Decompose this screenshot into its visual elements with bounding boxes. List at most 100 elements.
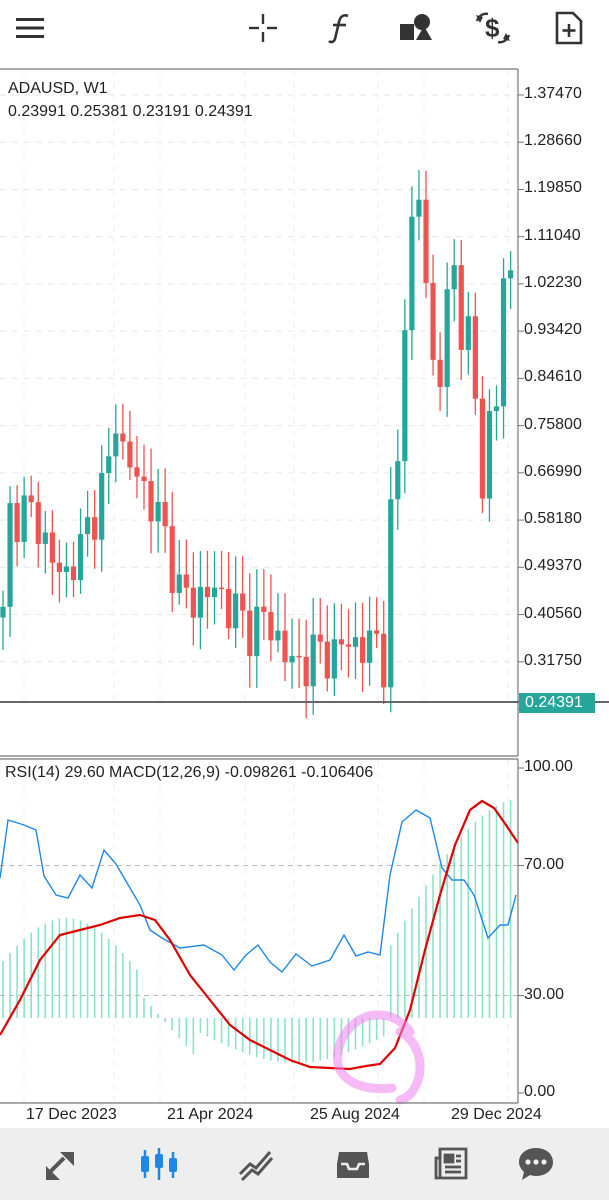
price-tick-label: 1.11040: [524, 226, 581, 244]
candle-body: [113, 433, 119, 457]
price-tick-label: 0.75800: [524, 415, 582, 433]
svg-text:$: $: [485, 13, 500, 43]
candle-body: [493, 406, 500, 412]
candle-body: [148, 481, 154, 522]
candle-body: [63, 566, 70, 572]
candle-body: [416, 199, 422, 217]
candle-body: [479, 398, 485, 499]
candle-body: [197, 586, 203, 618]
symbol-label: ADAUSD, W1: [8, 80, 108, 97]
candle-body: [352, 637, 359, 647]
candle-body: [120, 433, 126, 442]
trade-icon[interactable]: [230, 1138, 282, 1190]
candle-body: [458, 265, 464, 350]
candle-body: [444, 289, 450, 387]
candle-body: [331, 639, 337, 679]
candle-body: [317, 634, 323, 642]
candle-body: [500, 278, 507, 407]
candle-body: [388, 499, 394, 688]
macd-signal-line: [0, 799, 519, 1071]
candle-body: [0, 606, 6, 618]
ohlc-label: 0.23991 0.25381 0.23191 0.24391: [8, 103, 253, 120]
price-tick-label: 0.58180: [524, 510, 582, 528]
candle-body: [430, 282, 436, 360]
messages-icon[interactable]: [510, 1138, 562, 1190]
candle-body: [275, 630, 281, 641]
candle-body: [296, 655, 302, 658]
menu-icon[interactable]: [8, 6, 52, 50]
candle-body: [134, 467, 140, 477]
history-icon[interactable]: [327, 1138, 379, 1190]
candle-body: [77, 534, 84, 581]
candle-body: [289, 655, 295, 663]
indicator-chart[interactable]: [0, 758, 609, 1128]
price-tick-label: 0.49370: [524, 557, 582, 575]
price-tick-label: 0.93420: [524, 321, 582, 339]
candle-body: [169, 526, 175, 593]
candle-body: [465, 316, 471, 350]
candle-body: [176, 574, 182, 593]
candle-body: [395, 461, 401, 500]
date-tick-label: 21 Apr 2024: [167, 1106, 254, 1123]
candle-body: [324, 641, 330, 679]
indicator-tick-label: 0.00: [524, 1083, 556, 1100]
candle-body: [211, 587, 218, 598]
quotes-icon[interactable]: [36, 1138, 88, 1190]
function-icon[interactable]: [318, 6, 362, 50]
candle-body: [92, 517, 98, 540]
candle-body: [28, 495, 34, 503]
top-toolbar: $: [0, 0, 609, 56]
candle-body: [35, 502, 41, 544]
candle-body: [240, 593, 246, 611]
currency-icon[interactable]: $: [471, 6, 515, 50]
candle-body: [374, 630, 380, 634]
candle-body: [204, 586, 211, 598]
candle-body: [423, 199, 429, 283]
candle-body: [247, 610, 253, 657]
hand-drawn-highlight: [332, 1010, 425, 1105]
candle-body: [367, 630, 373, 663]
chart-icon[interactable]: [133, 1138, 185, 1190]
date-tick-label: 17 Dec 2023: [26, 1106, 117, 1123]
price-tick-label: 1.02230: [524, 273, 582, 291]
candle-body: [42, 532, 48, 544]
news-icon[interactable]: [424, 1138, 476, 1190]
candle-body: [14, 503, 20, 543]
candle-body: [162, 501, 168, 527]
candle-body: [99, 473, 105, 540]
candle-body: [486, 411, 493, 499]
date-tick-label: 25 Aug 2024: [310, 1106, 400, 1123]
add-window-icon[interactable]: [547, 6, 591, 50]
candle-body: [7, 503, 13, 607]
price-tick-label: 1.28660: [524, 132, 582, 150]
candle-body: [190, 587, 196, 618]
candle-body: [409, 216, 415, 331]
candle-body: [218, 587, 225, 590]
crosshair-icon[interactable]: [241, 6, 285, 50]
price-chart[interactable]: [0, 68, 609, 758]
price-tick-label: 0.40560: [524, 604, 582, 622]
candle-body: [303, 656, 309, 687]
candle-body: [451, 265, 457, 290]
candle-body: [233, 593, 239, 629]
candle-body: [282, 630, 288, 663]
price-tick-label: 0.84610: [524, 368, 582, 386]
indicator-label: RSI(14) 29.60 MACD(12,26,9) -0.098261 -0…: [5, 764, 374, 781]
indicator-tick-label: 70.00: [524, 855, 565, 873]
candle-body: [226, 588, 232, 629]
candle-body: [437, 359, 443, 387]
price-tick-label: 1.19850: [524, 179, 582, 197]
candle-body: [70, 566, 77, 581]
price-tick-label: 1.37470: [524, 85, 582, 102]
current-price-tag: 0.24391: [519, 693, 595, 713]
date-tick-label: 29 Dec 2024: [451, 1106, 542, 1123]
price-tick-label: 0.31750: [524, 651, 582, 669]
candle-body: [261, 606, 267, 612]
indicator-tick-label: 100.00: [524, 758, 573, 775]
candle-body: [56, 562, 62, 572]
candle-body: [49, 532, 55, 563]
candle-body: [345, 644, 352, 647]
objects-icon[interactable]: [394, 6, 438, 50]
candle-body: [155, 501, 161, 522]
candle-body: [268, 611, 274, 641]
